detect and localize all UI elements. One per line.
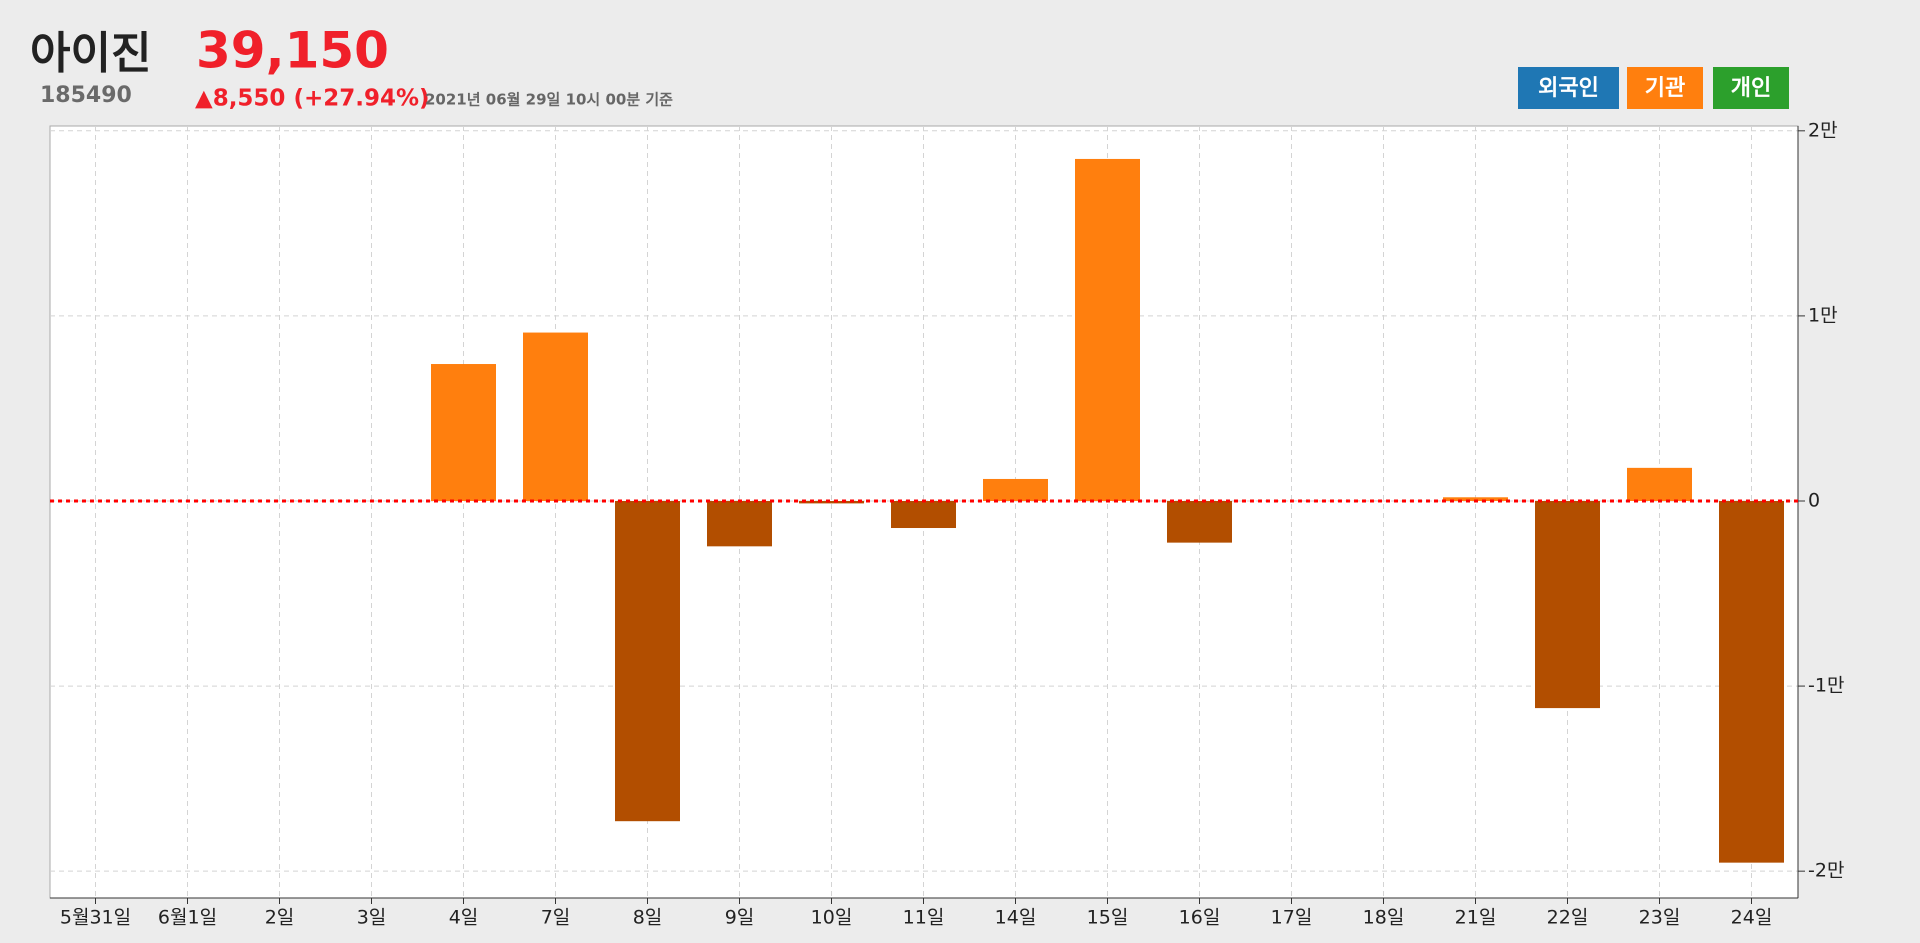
x-tick-label: 18일	[1363, 907, 1405, 929]
x-tick-label: 24일	[1731, 907, 1773, 929]
x-tick-label: 17일	[1271, 907, 1313, 929]
toggle-button[interactable]	[1713, 67, 1789, 109]
toggle-button[interactable]	[1518, 67, 1619, 109]
x-tick-label: 11일	[903, 907, 945, 929]
y-tick-label: -1만	[1808, 675, 1844, 697]
y-tick-label: 2만	[1808, 119, 1838, 141]
bar	[707, 500, 772, 547]
toggle-button-label[interactable]: 외국인	[1538, 76, 1599, 101]
bar	[1627, 467, 1692, 501]
x-tick-label: 21일	[1455, 907, 1497, 929]
x-tick-label: 5월31일	[60, 907, 131, 929]
bar	[799, 500, 864, 504]
x-tick-label: 7일	[541, 907, 571, 929]
x-tick-label: 9일	[725, 907, 755, 929]
x-tick-label: 2일	[265, 907, 295, 929]
x-tick-label: 4일	[449, 907, 479, 929]
bar	[1719, 500, 1784, 863]
x-tick-label: 22일	[1547, 907, 1589, 929]
bar	[431, 364, 496, 501]
x-tick-label: 10일	[811, 907, 853, 929]
stock-name: 아이진	[30, 28, 151, 79]
toggle-button-label[interactable]: 기관	[1645, 76, 1685, 101]
y-tick-label: 1만	[1808, 304, 1838, 326]
bar	[615, 500, 680, 822]
timestamp: 2021년 06월 29일 10시 00분 기준	[425, 91, 673, 109]
toggle-button-label[interactable]: 개인	[1731, 76, 1771, 101]
bar	[1535, 500, 1600, 709]
stock-code: 185490	[40, 83, 132, 108]
x-tick-label: 14일	[995, 907, 1037, 929]
stock-price: 39,150	[196, 22, 389, 80]
x-tick-label: 6월1일	[158, 907, 217, 929]
bar	[983, 478, 1048, 501]
x-tick-label: 8일	[633, 907, 663, 929]
bar	[1443, 497, 1508, 501]
y-tick-label: 0	[1808, 489, 1820, 511]
bar	[523, 332, 588, 501]
bar	[1075, 158, 1140, 501]
y-tick-label: -2만	[1808, 860, 1844, 882]
x-tick-label: 23일	[1639, 907, 1681, 929]
x-tick-label: 3일	[357, 907, 387, 929]
toggle-button[interactable]	[1627, 67, 1703, 109]
price-change: ▲8,550 (+27.94%)	[195, 86, 430, 112]
x-tick-label: 16일	[1179, 907, 1221, 929]
bar	[1167, 500, 1232, 543]
x-tick-label: 15일	[1087, 907, 1129, 929]
bar	[891, 500, 956, 529]
